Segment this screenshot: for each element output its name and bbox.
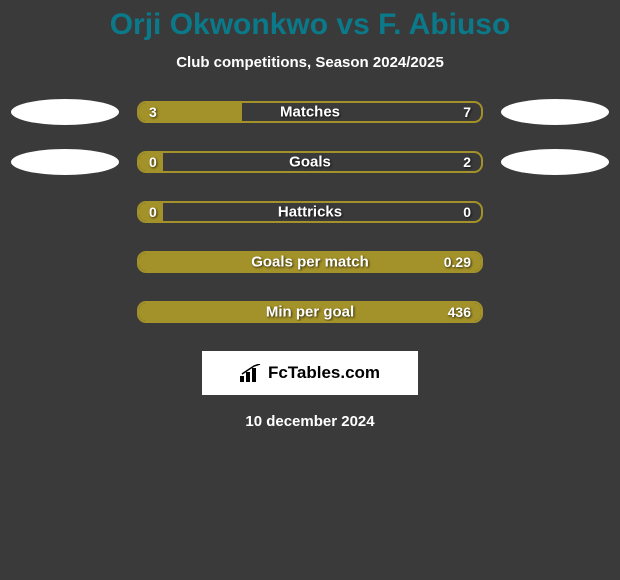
left-ellipse bbox=[11, 149, 119, 175]
bar-chart-icon bbox=[240, 364, 262, 382]
left-spacer bbox=[11, 199, 119, 225]
right-value: 0 bbox=[463, 204, 471, 220]
right-ellipse bbox=[501, 149, 609, 175]
stat-label: Goals per match bbox=[251, 254, 369, 271]
stat-label: Hattricks bbox=[278, 204, 342, 221]
right-spacer bbox=[501, 249, 609, 275]
date-text: 10 december 2024 bbox=[0, 413, 620, 430]
comparison-row: Goals per match 0.29 bbox=[0, 249, 620, 275]
stat-bar: 0 Hattricks 0 bbox=[137, 201, 483, 223]
left-spacer bbox=[11, 249, 119, 275]
right-value: 0.29 bbox=[444, 254, 471, 270]
stat-bar: Min per goal 436 bbox=[137, 301, 483, 323]
right-value: 2 bbox=[463, 154, 471, 170]
left-value: 0 bbox=[149, 204, 157, 220]
stat-label: Matches bbox=[280, 104, 340, 121]
stat-bar: 0 Goals 2 bbox=[137, 151, 483, 173]
right-value: 436 bbox=[448, 304, 471, 320]
comparison-row: 3 Matches 7 bbox=[0, 99, 620, 125]
page-title: Orji Okwonkwo vs F. Abiuso bbox=[0, 8, 620, 42]
left-spacer bbox=[11, 299, 119, 325]
logo-text: FcTables.com bbox=[268, 363, 380, 383]
comparison-row: 0 Goals 2 bbox=[0, 149, 620, 175]
stat-bar: 3 Matches 7 bbox=[137, 101, 483, 123]
comparison-infographic: Orji Okwonkwo vs F. Abiuso Club competit… bbox=[0, 0, 620, 430]
stat-bar: Goals per match 0.29 bbox=[137, 251, 483, 273]
stat-label: Min per goal bbox=[266, 304, 354, 321]
subtitle: Club competitions, Season 2024/2025 bbox=[0, 54, 620, 71]
right-spacer bbox=[501, 299, 609, 325]
stat-label: Goals bbox=[289, 154, 331, 171]
left-value: 0 bbox=[149, 154, 157, 170]
right-spacer bbox=[501, 199, 609, 225]
left-value: 3 bbox=[149, 104, 157, 120]
logo-box: FcTables.com bbox=[202, 351, 418, 395]
right-ellipse bbox=[501, 99, 609, 125]
comparison-rows: 3 Matches 7 0 Goals 2 0 Hattricks 0 bbox=[0, 99, 620, 325]
comparison-row: Min per goal 436 bbox=[0, 299, 620, 325]
left-ellipse bbox=[11, 99, 119, 125]
right-value: 7 bbox=[463, 104, 471, 120]
comparison-row: 0 Hattricks 0 bbox=[0, 199, 620, 225]
